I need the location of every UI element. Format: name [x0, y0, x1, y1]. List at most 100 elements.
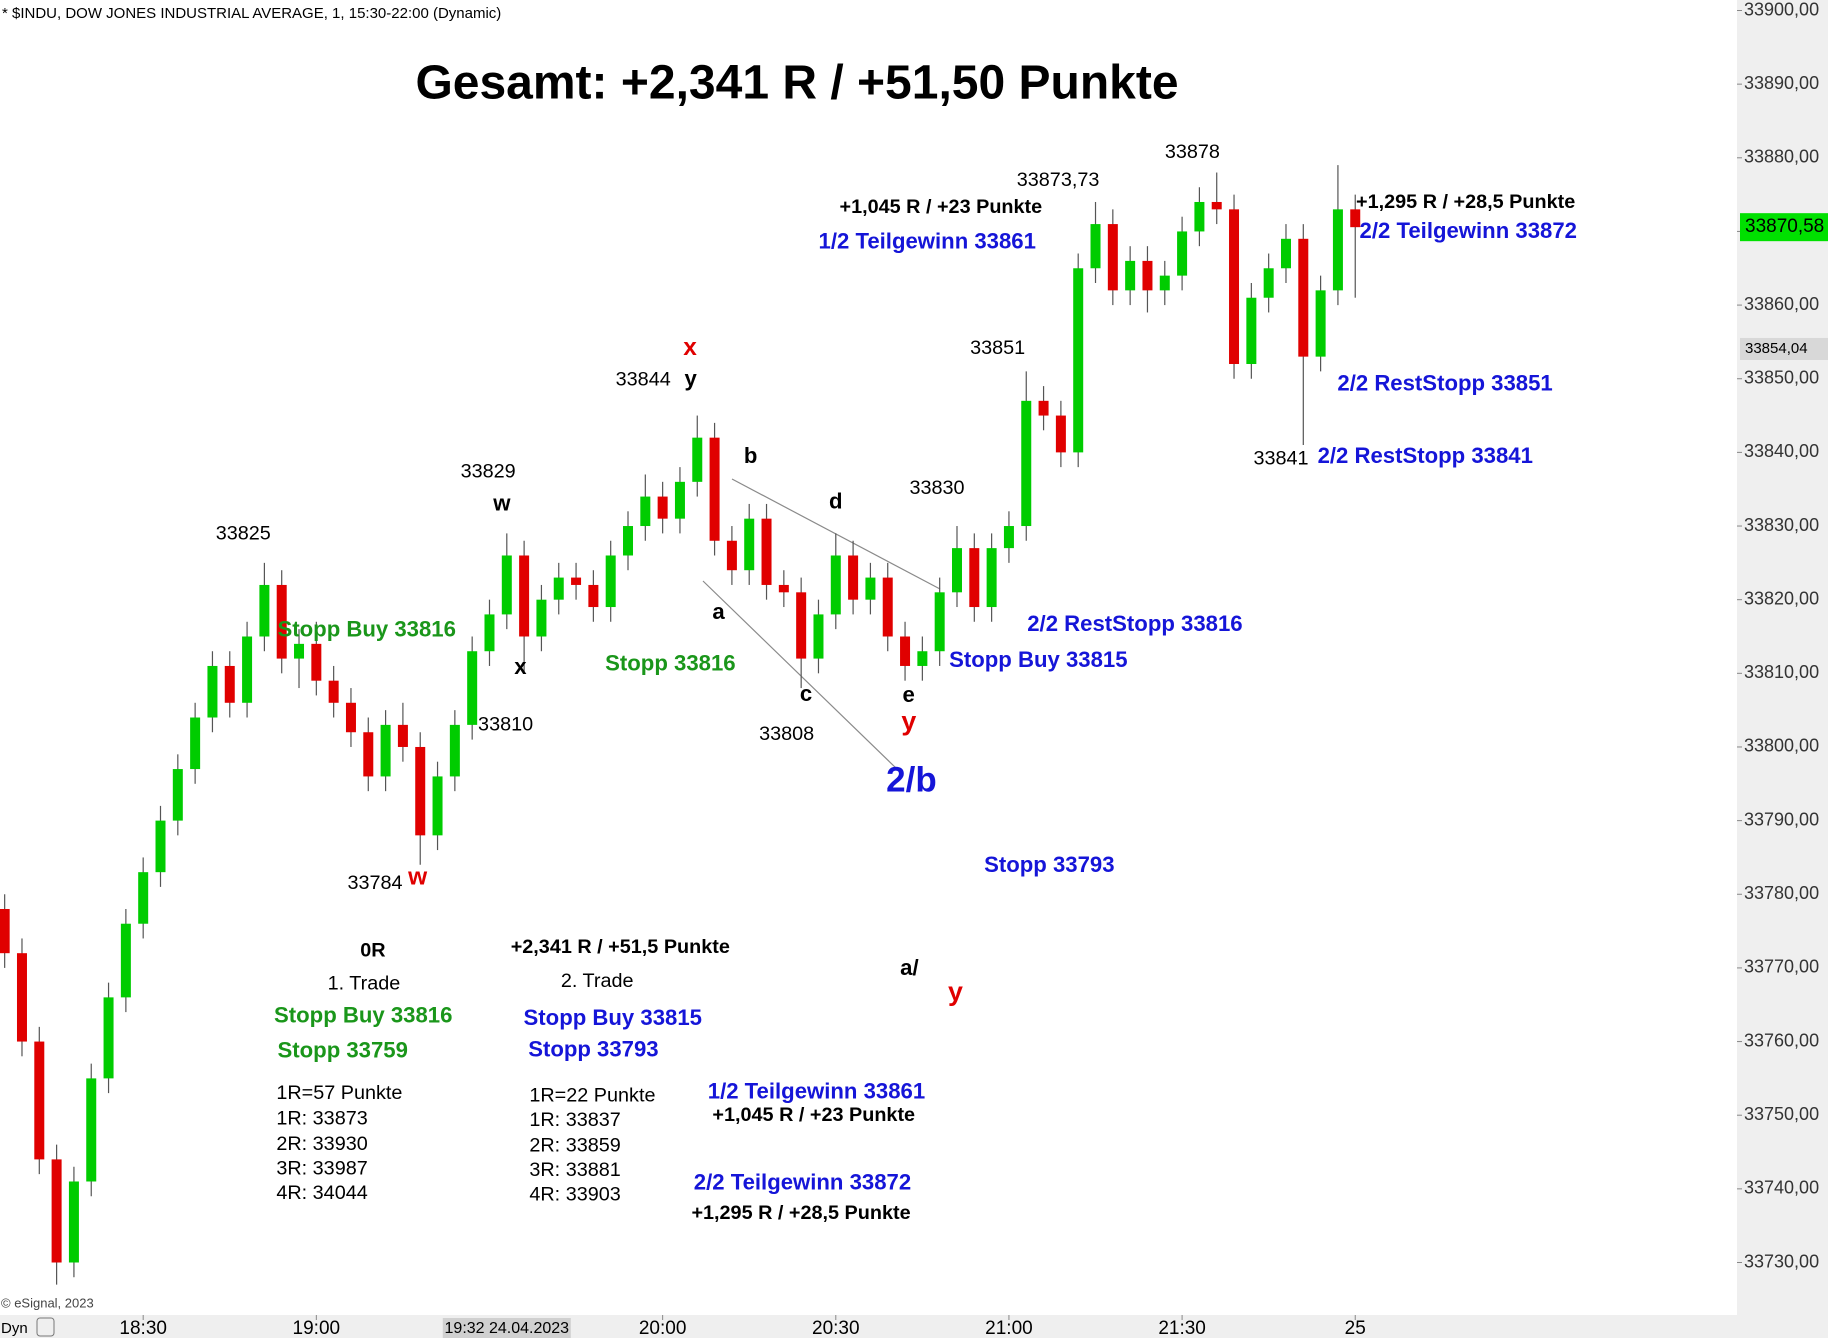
candle-body: [138, 872, 149, 924]
y-tick-label: 33880,00: [1744, 147, 1819, 167]
candle-body: [761, 518, 772, 585]
candle-body: [605, 555, 616, 608]
y-tick-label: 33890,00: [1744, 73, 1819, 93]
candle-body: [657, 496, 668, 519]
annotation: +1,045 R / +23 Punkte: [712, 1104, 915, 1126]
annotation: Stopp 33793: [984, 852, 1114, 877]
annotation: 33830: [909, 477, 964, 499]
candle-body: [380, 724, 391, 777]
annotation: +1,295 R / +28,5 Punkte: [691, 1202, 910, 1224]
copyright: © eSignal, 2023: [1, 1295, 94, 1310]
annotation: 1/2 Teilgewinn 33861: [819, 228, 1036, 253]
annotation: 33829: [461, 460, 516, 482]
annotation: y: [684, 366, 697, 391]
y-tick-label: 33830,00: [1744, 515, 1819, 535]
candle-body: [1194, 201, 1205, 232]
candle-body: [1073, 268, 1084, 453]
candle-body: [363, 732, 374, 777]
x-tick-label: 19:32 24.04.2023: [445, 1320, 570, 1337]
annotation: 33841: [1253, 448, 1308, 470]
x-tick-label: 25: [1345, 1318, 1366, 1338]
candle-body: [796, 592, 807, 659]
annotation: Stopp Buy 33815: [524, 1005, 702, 1030]
annotation: Stopp 33816: [605, 650, 735, 675]
annotation: 33810: [478, 713, 533, 735]
candle-body: [16, 953, 27, 1042]
candle-body: [1142, 260, 1153, 291]
candle-body: [1280, 238, 1291, 269]
candle-body: [951, 548, 962, 593]
candle-body: [1090, 224, 1101, 269]
x-tick-label: 21:30: [1158, 1318, 1206, 1338]
candle-body: [726, 540, 737, 571]
candle-body: [449, 724, 460, 777]
y-tick-label: 33730,00: [1744, 1251, 1819, 1271]
candle-body: [969, 548, 980, 608]
candle-body: [744, 518, 755, 571]
annotation: +2,341 R / +51,5 Punkte: [511, 936, 730, 958]
candle-body: [501, 555, 512, 615]
x-tick-label: 20:30: [812, 1318, 860, 1338]
annotation: 33808: [759, 723, 814, 745]
candle-body: [51, 1159, 62, 1263]
annotation: c: [800, 681, 812, 706]
x-tick-label: 18:30: [119, 1318, 167, 1338]
y-tick-label: 33800,00: [1744, 736, 1819, 756]
annotation: 33784: [347, 872, 402, 894]
candle-body: [640, 496, 651, 527]
candle-body: [0, 908, 10, 954]
price-marker-label: 33870,58: [1745, 216, 1824, 237]
candle-body: [1125, 260, 1136, 291]
candle-body: [276, 584, 287, 659]
y-tick-label: 33860,00: [1744, 294, 1819, 314]
annotation: 2/2 Teilgewinn 33872: [1360, 218, 1577, 243]
candle-body: [692, 437, 703, 482]
candle-body: [519, 555, 530, 637]
candle-body: [1211, 201, 1222, 210]
candle-body: [259, 584, 270, 637]
y-tick-label: 33780,00: [1744, 883, 1819, 903]
chart-title: Gesamt: +2,341 R / +51,50 Punkte: [415, 57, 1178, 110]
annotation: 2/b: [886, 761, 937, 800]
chart-header: * $INDU, DOW JONES INDUSTRIAL AVERAGE, 1…: [2, 5, 501, 22]
candle-body: [709, 437, 720, 541]
candle-body: [68, 1181, 79, 1263]
y-tick-label: 33740,00: [1744, 1178, 1819, 1198]
candle-body: [1350, 209, 1361, 228]
candle-body: [467, 651, 478, 725]
candle-body: [345, 702, 356, 733]
annotation: 2/2 RestStopp 33851: [1337, 371, 1552, 396]
candle-body: [623, 526, 634, 556]
candle-body: [536, 599, 547, 637]
annotation: 2R: 33930: [276, 1133, 367, 1155]
candle-body: [172, 769, 183, 821]
candle-body: [986, 548, 997, 608]
annotation: 4R: 34044: [276, 1182, 367, 1204]
candle-body: [1107, 224, 1118, 291]
candle-body: [120, 923, 131, 998]
y-tick-label: 33900,00: [1744, 0, 1819, 19]
annotation: Stopp Buy 33816: [278, 617, 456, 642]
time-axis-panel: [0, 1315, 1828, 1338]
candle-body: [86, 1078, 97, 1182]
annotation: x: [683, 334, 697, 361]
annotation: e: [902, 682, 914, 707]
candle-body: [1003, 526, 1014, 549]
annotation: 33878: [1165, 141, 1220, 163]
y-tick-label: 33840,00: [1744, 441, 1819, 461]
candle-body: [311, 643, 322, 681]
candle-body: [415, 746, 426, 836]
annotation: 3R: 33881: [529, 1159, 620, 1181]
annotation: Stopp 33759: [278, 1038, 408, 1063]
cursor-time-box: [442, 1318, 571, 1338]
price-marker: [1740, 213, 1828, 242]
candle-body: [813, 614, 824, 659]
candle-body: [103, 997, 114, 1079]
candle-body: [242, 636, 253, 703]
candle-body: [294, 643, 305, 659]
y-tick-label: 33760,00: [1744, 1030, 1819, 1050]
annotation: 1/2 Teilgewinn 33861: [708, 1078, 925, 1103]
annotation: 1R=22 Punkte: [529, 1084, 655, 1106]
